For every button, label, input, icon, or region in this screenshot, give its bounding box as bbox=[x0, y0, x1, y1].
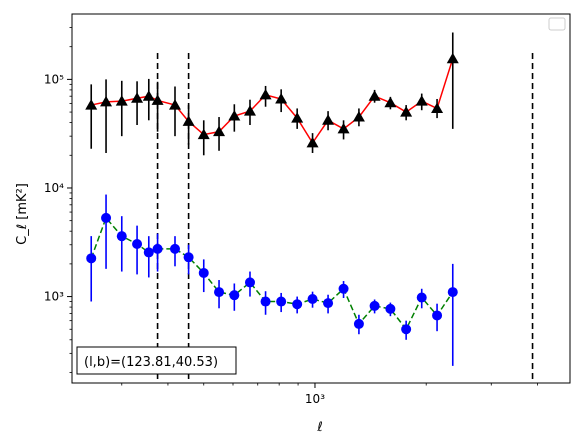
series-1-point-22 bbox=[416, 292, 427, 303]
series-1-point-18 bbox=[353, 318, 364, 329]
series-0-point-19 bbox=[368, 90, 381, 101]
coordinate-annotation: (l,b)=(123.81,40.53) bbox=[76, 346, 237, 375]
y-tick-label-1: 10⁴ bbox=[44, 181, 64, 195]
series-0-point-6 bbox=[168, 99, 181, 110]
series-1-point-11 bbox=[244, 277, 255, 288]
series-1-point-4 bbox=[143, 247, 154, 258]
axis-ticks bbox=[67, 27, 538, 388]
series-1-point-21 bbox=[401, 324, 412, 335]
series-0-point-23 bbox=[431, 102, 444, 113]
axis-tick-labels: 10³ 10⁴ 10⁵ 10³ bbox=[44, 72, 325, 406]
series-0-point-8 bbox=[197, 128, 210, 140]
series-0-point-10 bbox=[228, 110, 241, 121]
series-1-point-10 bbox=[229, 290, 240, 301]
series-0-point-14 bbox=[291, 112, 304, 123]
series-0-point-13 bbox=[275, 92, 288, 104]
series-1-point-7 bbox=[183, 252, 194, 263]
series-0-point-4 bbox=[142, 90, 155, 101]
series-0-point-5 bbox=[151, 94, 164, 105]
series-0-point-16 bbox=[322, 114, 335, 125]
series-0-point-17 bbox=[337, 122, 350, 134]
series-1-point-1 bbox=[101, 212, 112, 223]
annotation-box bbox=[76, 346, 237, 375]
series-1-point-0 bbox=[86, 253, 97, 264]
y-tick-label-0: 10³ bbox=[44, 290, 64, 304]
series-0-point-12 bbox=[259, 88, 272, 100]
y-tick-label-2: 10⁵ bbox=[44, 72, 64, 86]
series-1-point-8 bbox=[198, 267, 209, 278]
series-0-point-0 bbox=[85, 99, 98, 110]
series-0-point-11 bbox=[243, 105, 256, 116]
series-0-point-24 bbox=[446, 52, 459, 64]
series-1-point-3 bbox=[132, 238, 143, 249]
series-0 bbox=[85, 32, 459, 156]
series-1 bbox=[86, 194, 458, 366]
series-0-point-7 bbox=[182, 115, 195, 126]
series-0-point-18 bbox=[352, 111, 365, 122]
series-0-point-9 bbox=[213, 125, 226, 137]
series-1-point-16 bbox=[323, 298, 334, 309]
series-0-point-21 bbox=[400, 106, 413, 117]
series-0-point-3 bbox=[131, 92, 144, 103]
legend-box bbox=[548, 17, 566, 31]
series-1-point-6 bbox=[169, 243, 180, 254]
series-0-point-15 bbox=[306, 136, 319, 148]
series-0-point-20 bbox=[384, 96, 397, 108]
series-1-point-2 bbox=[116, 231, 127, 242]
x-tick-label-0: 10³ bbox=[305, 392, 325, 406]
series-1-point-12 bbox=[260, 296, 271, 307]
series-1-point-19 bbox=[369, 300, 380, 311]
series-1-point-15 bbox=[307, 293, 318, 304]
series-1-point-17 bbox=[338, 283, 349, 294]
series-1-point-14 bbox=[292, 299, 303, 310]
series-layer bbox=[85, 32, 459, 366]
annotation-text: (l,b)=(123.81,40.53) bbox=[84, 355, 218, 370]
series-1-point-24 bbox=[447, 287, 458, 298]
series-0-point-22 bbox=[415, 95, 428, 106]
series-1-point-5 bbox=[152, 243, 163, 254]
y-axis-label: C_ℓ [mK²] bbox=[15, 183, 30, 245]
series-1-point-23 bbox=[432, 310, 443, 321]
series-0-point-1 bbox=[100, 95, 113, 107]
series-1-point-13 bbox=[276, 296, 287, 307]
series-0-point-2 bbox=[115, 95, 128, 106]
series-1-point-9 bbox=[214, 287, 225, 298]
series-1-point-20 bbox=[385, 303, 396, 314]
x-axis-label: ℓ bbox=[316, 420, 322, 435]
